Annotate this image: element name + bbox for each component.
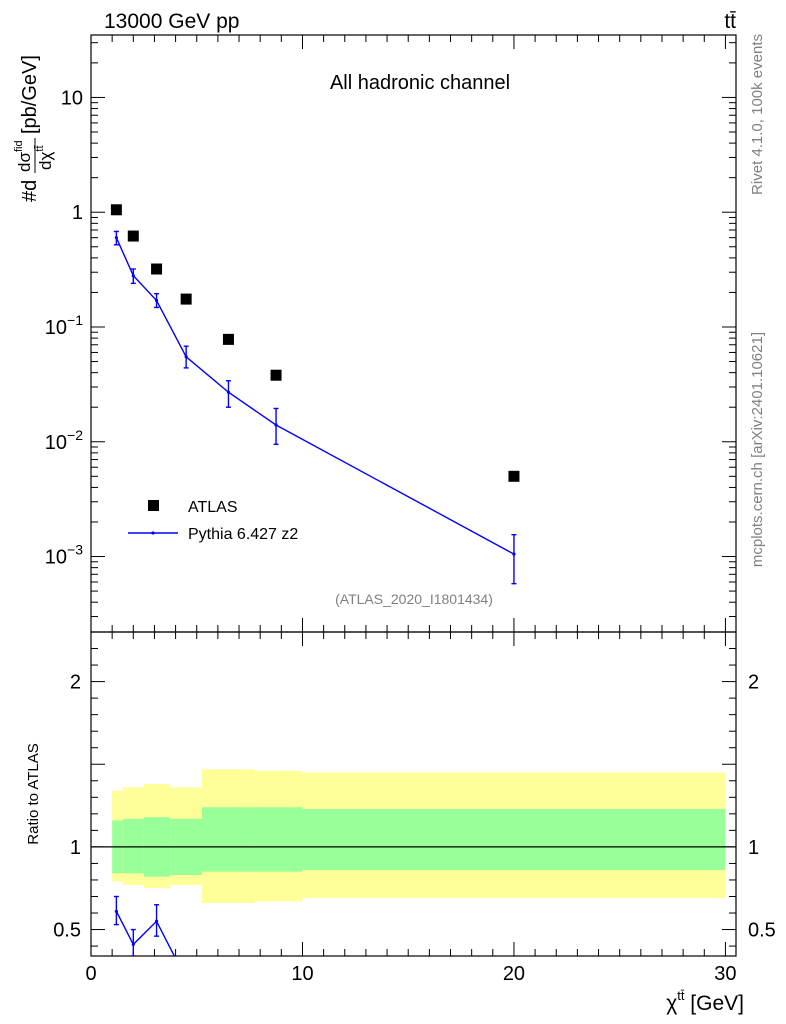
ratio-y-tick-label-right: 2 xyxy=(748,672,759,694)
y-label-den-text: dχ xyxy=(36,152,55,170)
annotations: All hadronic channel ATLAS Pythia 6.427 z2… xyxy=(13,55,744,1015)
pythia-ratio-marker xyxy=(114,909,118,913)
pythia-marker xyxy=(512,552,516,556)
legend-atlas-label: ATLAS xyxy=(188,499,238,516)
y-tick-label: 10 xyxy=(61,87,83,109)
stat-uncertainty-band xyxy=(302,808,726,871)
pythia-marker xyxy=(114,236,118,240)
y-label-denominator: dχtt̄ xyxy=(34,145,55,170)
ratio-y-tick-label-right: 0.5 xyxy=(748,920,776,942)
y-label-prefix: #d xyxy=(19,180,41,202)
y-label-num-text: dσ xyxy=(15,152,34,172)
header-process-label: tt̄ xyxy=(724,10,736,33)
ratio-plot-area: 0 10 20 30 0.5 0.5 1 1 2 2 xyxy=(53,631,776,985)
pythia-marker xyxy=(226,390,231,394)
y-tick-exponent: −3 xyxy=(67,542,83,558)
y-tick-exponent: −1 xyxy=(67,312,83,328)
pythia-ratio-marker xyxy=(154,919,159,923)
y-tick-label: 10−2 xyxy=(45,427,83,454)
analysis-id-label: (ATLAS_2020_I1801434) xyxy=(335,591,493,607)
y-label-num-sup: fid xyxy=(13,140,25,152)
y-tick-exponent: −2 xyxy=(67,427,83,443)
y-label-numerator: dσfid xyxy=(13,140,34,172)
pythia-point xyxy=(183,345,189,369)
y-label-den-sup: tt̄ xyxy=(34,145,46,151)
stat-uncertainty-band xyxy=(202,807,255,872)
atlas-data-point xyxy=(508,470,520,482)
y-tick-base: 10 xyxy=(45,317,67,339)
ratio-y-tick-label: 1 xyxy=(70,837,81,859)
atlas-data-point xyxy=(110,204,122,216)
atlas-data-point xyxy=(127,230,139,242)
stat-uncertainty-band xyxy=(254,807,303,872)
pythia-point xyxy=(225,380,231,408)
y-tick-label: 1 xyxy=(72,202,83,224)
pythia-ratio-marker xyxy=(131,942,135,947)
pythia-point xyxy=(130,268,136,285)
x-tick-label: 10 xyxy=(291,963,313,985)
chart-title: All hadronic channel xyxy=(330,72,510,94)
x-tick-label: 20 xyxy=(503,963,525,985)
pythia-series-line xyxy=(115,237,515,555)
legend-pythia-label: Pythia 6.427 z2 xyxy=(188,526,298,543)
legend-pythia-marker xyxy=(151,531,155,535)
y-tick-label: 10−1 xyxy=(45,312,83,339)
atlas-data-point xyxy=(151,263,163,275)
pythia-ratio-line xyxy=(115,911,176,956)
pythia-point xyxy=(154,292,160,309)
legend: ATLAS Pythia 6.427 z2 xyxy=(128,499,298,543)
header-energy-label: 13000 GeV pp xyxy=(104,10,239,33)
ratio-y-tick-label-right: 1 xyxy=(748,837,759,859)
ratio-y-tick-label: 2 xyxy=(70,672,81,694)
y-tick-base: 10 xyxy=(45,547,67,569)
ratio-plot-frame xyxy=(90,631,737,957)
y-tick-label: 10−3 xyxy=(45,542,83,569)
mcplots-label: mcplots.cern.ch [arXiv:2401.10621] xyxy=(749,332,766,567)
legend-atlas-marker xyxy=(148,500,159,511)
pythia-point xyxy=(113,230,119,246)
pythia-marker xyxy=(184,355,188,359)
atlas-data-point xyxy=(270,369,282,381)
y-tick-base: 10 xyxy=(45,432,67,454)
pythia-marker xyxy=(131,274,135,278)
atlas-data-point xyxy=(180,293,192,305)
x-label-symbol: χ xyxy=(666,992,677,1015)
ratio-y-axis-label: Ratio to ATLAS xyxy=(25,743,42,844)
x-label-unit: [GeV] xyxy=(684,992,744,1015)
stat-uncertainty-band xyxy=(122,818,144,874)
x-tick-label: 30 xyxy=(714,963,736,985)
pythia-point xyxy=(273,407,279,446)
rivet-label: Rivet 4.1.0, 100k events xyxy=(749,34,766,195)
pythia-ratio-series xyxy=(113,895,176,956)
pythia-marker xyxy=(274,423,278,427)
x-axis-label: χtt̄ [GeV] xyxy=(666,988,744,1015)
pythia-point xyxy=(511,533,517,585)
x-tick-label: 0 xyxy=(85,963,96,985)
atlas-data-point xyxy=(222,333,234,345)
pythia-marker xyxy=(154,298,159,303)
y-label-unit: [pb/GeV] xyxy=(19,55,41,134)
x-label-superscript: tt̄ xyxy=(677,988,685,1003)
ratio-y-tick-label: 0.5 xyxy=(53,920,81,942)
